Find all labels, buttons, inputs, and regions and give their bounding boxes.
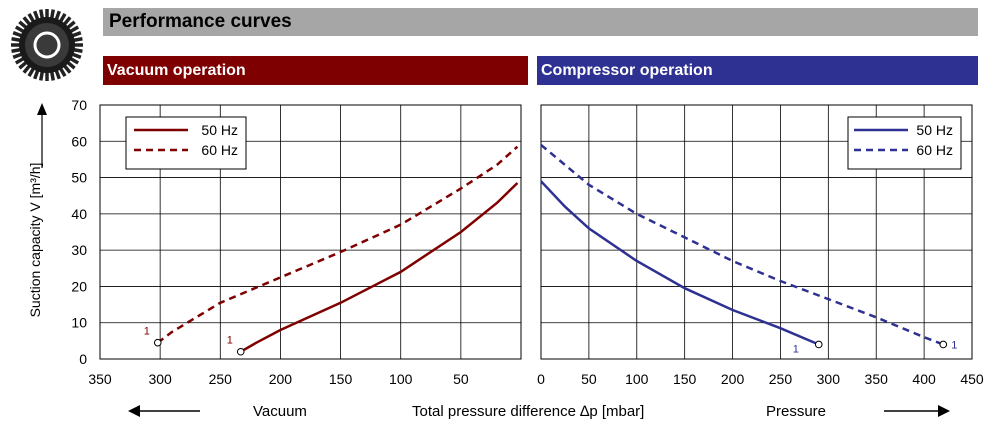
x-tick-label: 350: [88, 371, 112, 387]
x-tick-label: 250: [769, 371, 793, 387]
vacuum-section-header: Vacuum operation: [103, 56, 528, 85]
plot-frame: [99, 104, 522, 360]
page-title: Performance curves: [109, 11, 292, 32]
endpoint-label: 1: [951, 339, 957, 351]
vacuum-direction-label: Vacuum: [253, 403, 307, 420]
y-tick-label: 10: [71, 315, 87, 331]
compressor-section-header: Compressor operation: [537, 56, 978, 85]
title-bar: Performance curves: [103, 8, 978, 36]
y-tick-label: 70: [71, 97, 87, 113]
endpoint-marker: [814, 340, 823, 349]
legend-label: 60 Hz: [201, 142, 238, 158]
x-tick-label: 50: [581, 371, 597, 387]
x-tick-label: 300: [817, 371, 841, 387]
x-tick-label: 100: [389, 371, 413, 387]
x-tick-label: 350: [865, 371, 889, 387]
x-axis-label: Total pressure difference ∆p [mbar]: [412, 403, 645, 420]
x-tick-label: 150: [673, 371, 697, 387]
series-line-50-hz: [540, 180, 820, 346]
x-tick-label: 100: [625, 371, 649, 387]
endpoint-marker: [939, 340, 948, 349]
legend-label: 50 Hz: [201, 122, 238, 138]
y-tick-label: 40: [71, 206, 87, 222]
pump-logo-icon: [11, 9, 83, 81]
endpoint-label: 1: [793, 343, 799, 355]
series-line-60-hz: [540, 143, 944, 346]
x-tick-label: 50: [453, 371, 469, 387]
legend-label: 60 Hz: [916, 142, 953, 158]
endpoint-label: 1: [227, 335, 233, 347]
y-axis-arrow-icon: [37, 103, 47, 168]
pressure-direction-label: Pressure: [766, 403, 827, 420]
y-tick-label: 0: [79, 351, 87, 367]
series-line-60-hz: [156, 145, 519, 344]
right-arrow-icon: [884, 405, 950, 417]
legend-box: [125, 116, 247, 170]
x-tick-label: 0: [537, 371, 545, 387]
y-tick-label: 20: [71, 278, 87, 294]
x-tick-label: 450: [960, 371, 984, 387]
y-tick-label: 50: [71, 170, 87, 186]
left-arrow-icon: [128, 405, 200, 417]
series-line-50-hz: [240, 182, 519, 353]
y-tick-label: 30: [71, 242, 87, 258]
x-tick-label: 200: [721, 371, 745, 387]
endpoint-marker: [236, 347, 245, 356]
y-tick-label: 60: [71, 133, 87, 149]
endpoint-label: 1: [144, 326, 150, 338]
legend-box: [847, 116, 962, 170]
endpoint-marker: [153, 338, 162, 347]
x-tick-label: 400: [912, 371, 936, 387]
plot-frame: [540, 104, 973, 360]
x-tick-label: 200: [269, 371, 293, 387]
x-tick-label: 150: [329, 371, 353, 387]
x-tick-label: 250: [209, 371, 233, 387]
legend-label: 50 Hz: [916, 122, 953, 138]
x-tick-label: 300: [148, 371, 172, 387]
